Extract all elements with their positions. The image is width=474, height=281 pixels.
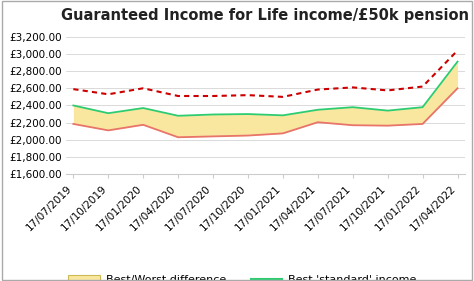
Title: Guaranteed Income for Life income/£50k pension: Guaranteed Income for Life income/£50k p…: [62, 8, 469, 23]
Legend: Best/Worst difference, Worst 'standard' income, Best 'standard' income, 'Persona: Best/Worst difference, Worst 'standard' …: [64, 270, 421, 281]
